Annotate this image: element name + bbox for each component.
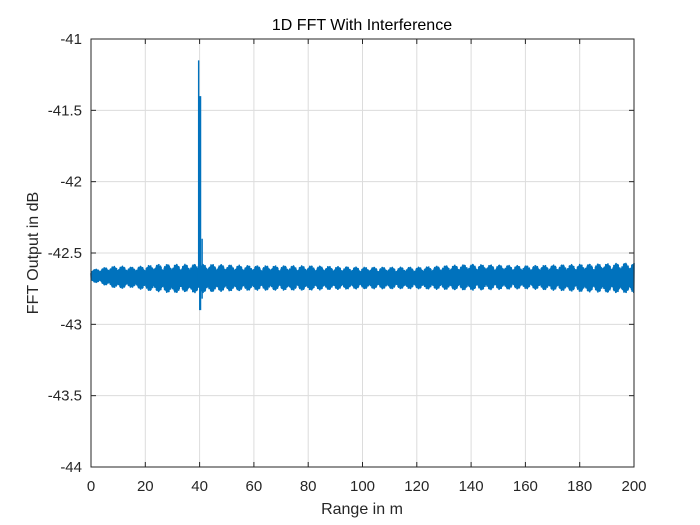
- x-tick-label: 80: [300, 478, 317, 495]
- y-tick-label: -41: [60, 31, 82, 48]
- series-layer: [90, 60, 635, 311]
- y-tick-label: -44: [60, 459, 82, 476]
- x-tick-label: 120: [404, 478, 429, 495]
- y-tick-label: -43.5: [48, 388, 82, 405]
- x-tick-label: 40: [191, 478, 208, 495]
- x-tick-label: 200: [621, 478, 646, 495]
- y-tick-label: -41.5: [48, 102, 82, 119]
- y-tick-labels: -41 -41.5 -42 -42.5 -43 -43.5 -44: [48, 31, 82, 476]
- x-tick-label: 0: [87, 478, 95, 495]
- x-tick-label: 20: [137, 478, 154, 495]
- y-axis-label: FFT Output in dB: [25, 192, 42, 314]
- x-tick-label: 100: [350, 478, 375, 495]
- series-line: [90, 262, 635, 294]
- y-tick-label: -43: [60, 316, 82, 333]
- y-tick-label: -42.5: [48, 245, 82, 262]
- x-tick-label: 140: [459, 478, 484, 495]
- chart-title: 1D FFT With Interference: [272, 17, 452, 34]
- x-tick-label: 180: [567, 478, 592, 495]
- ticks: [90, 38, 635, 468]
- x-tick-labels: 0 20 40 60 80 100 120 140 160 180 200: [87, 478, 647, 495]
- x-tick-label: 60: [246, 478, 263, 495]
- x-tick-label: 160: [513, 478, 538, 495]
- x-axis-label: Range in m: [321, 501, 403, 518]
- y-tick-label: -42: [60, 174, 82, 191]
